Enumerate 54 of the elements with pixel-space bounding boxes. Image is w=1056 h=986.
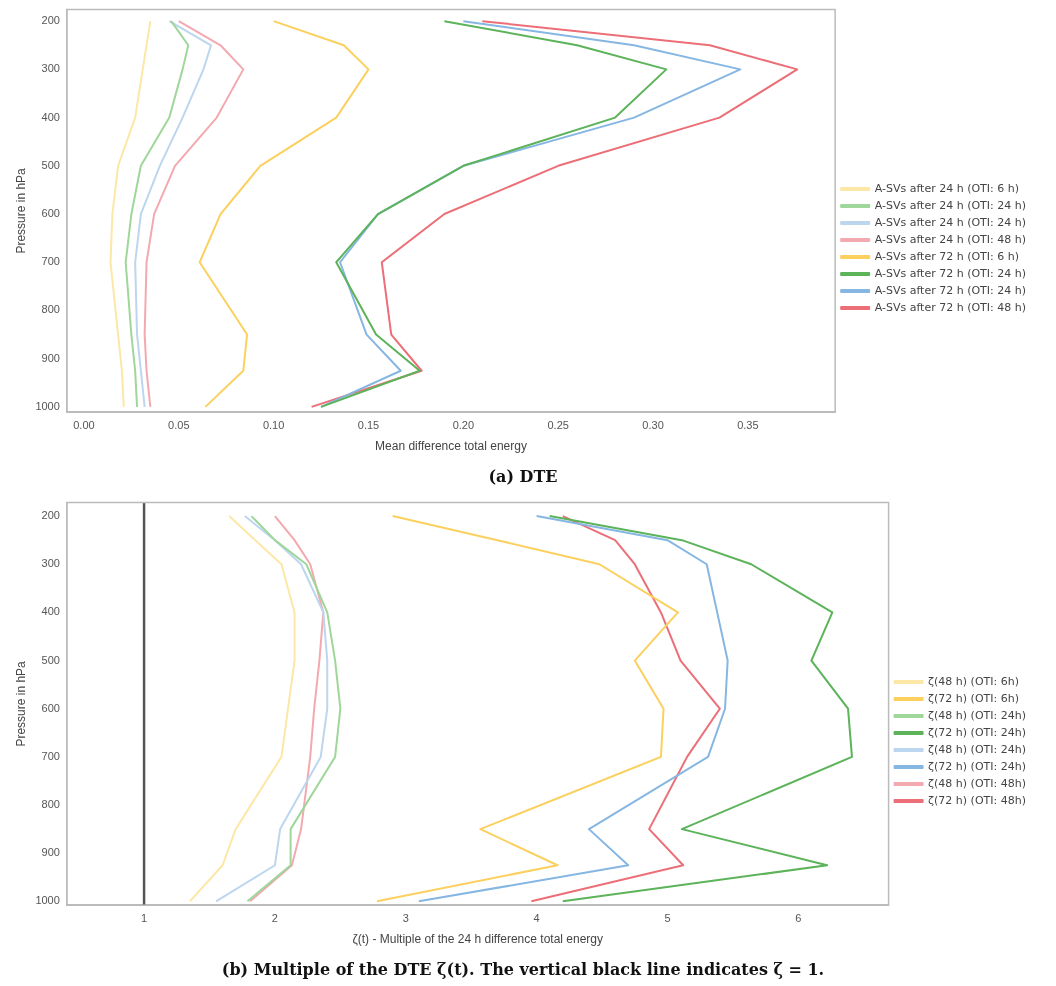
legend-label: A-SVs after 24 h (OTI: 24 h) (874, 215, 1026, 229)
y-tick-label: 1000 (35, 399, 60, 412)
legend-label: ζ(48 h) (OTI: 48h) (928, 776, 1026, 790)
y-axis-title: Pressure in hPa (13, 660, 28, 747)
x-tick-label: 0.30 (642, 418, 664, 431)
y-tick-label: 400 (41, 605, 60, 618)
legend-label: ζ(72 h) (OTI: 24h) (928, 725, 1026, 739)
x-tick-label: 0.00 (73, 418, 95, 431)
legend-label: A-SVs after 72 h (OTI: 24 h) (874, 283, 1026, 297)
y-tick-label: 800 (41, 798, 60, 811)
x-tick-label: 0.10 (262, 418, 285, 431)
y-axis-title: Pressure in hPa (13, 167, 28, 254)
y-tick-label: 200 (41, 509, 60, 522)
text: (b) Multiple of the DTE ζ(t). The vertical black line indicates ζ = 1. (221, 959, 825, 979)
x-tick-label: 6 (795, 911, 802, 924)
legend-label: ζ(48 h) (OTI: 24h) (928, 708, 1026, 722)
x-tick-label: 5 (664, 911, 671, 924)
legend-label: A-SVs after 72 h (OTI: 6 h) (874, 249, 1019, 263)
x-tick-label: 1 (141, 911, 148, 924)
legend-label: ζ(72 h) (OTI: 6h) (928, 691, 1019, 705)
y-tick-label: 700 (41, 255, 60, 268)
legend-label: ζ(72 h) (OTI: 24h) (928, 759, 1026, 773)
legend-label: ζ(48 h) (OTI: 24h) (928, 742, 1026, 756)
legend-label: A-SVs after 72 h (OTI: 48 h) (874, 300, 1026, 314)
legend-label: ζ(72 h) (OTI: 48h) (928, 793, 1026, 807)
x-axis-title: Mean difference total energy (375, 438, 527, 453)
y-tick-label: 600 (41, 701, 60, 714)
x-tick-label: 3 (402, 911, 409, 924)
x-tick-label: 0.25 (547, 418, 569, 431)
x-tick-label: 0.35 (737, 418, 759, 431)
y-tick-label: 200 (41, 14, 60, 27)
x-tick-label: 0.15 (357, 418, 380, 431)
y-tick-label: 700 (41, 749, 60, 762)
legend-label: A-SVs after 24 h (OTI: 48 h) (874, 232, 1026, 246)
y-tick-label: 1000 (35, 894, 60, 907)
y-tick-label: 800 (41, 303, 60, 316)
y-tick-label: 500 (41, 158, 60, 171)
x-axis-title: ζ(t) - Multiple of the 24 h difference total energy (352, 931, 604, 946)
x-tick-label: 0.20 (452, 418, 475, 431)
x-tick-label: 2 (271, 911, 278, 924)
legend-label: ζ(48 h) (OTI: 6h) (928, 674, 1019, 688)
text: (a) DTE (488, 466, 558, 486)
x-tick-label: 4 (533, 911, 540, 924)
legend-label: A-SVs after 24 h (OTI: 24 h) (874, 198, 1026, 212)
x-tick-label: 0.05 (168, 418, 190, 431)
y-tick-label: 900 (41, 846, 60, 859)
legend-label: A-SVs after 72 h (OTI: 24 h) (874, 266, 1026, 280)
y-tick-label: 500 (41, 653, 60, 666)
y-tick-label: 300 (41, 62, 60, 75)
y-tick-label: 600 (41, 207, 60, 220)
y-tick-label: 900 (41, 351, 60, 364)
y-tick-label: 300 (41, 557, 60, 570)
y-tick-label: 400 (41, 110, 60, 123)
legend-label: A-SVs after 24 h (OTI: 6 h) (874, 181, 1019, 195)
